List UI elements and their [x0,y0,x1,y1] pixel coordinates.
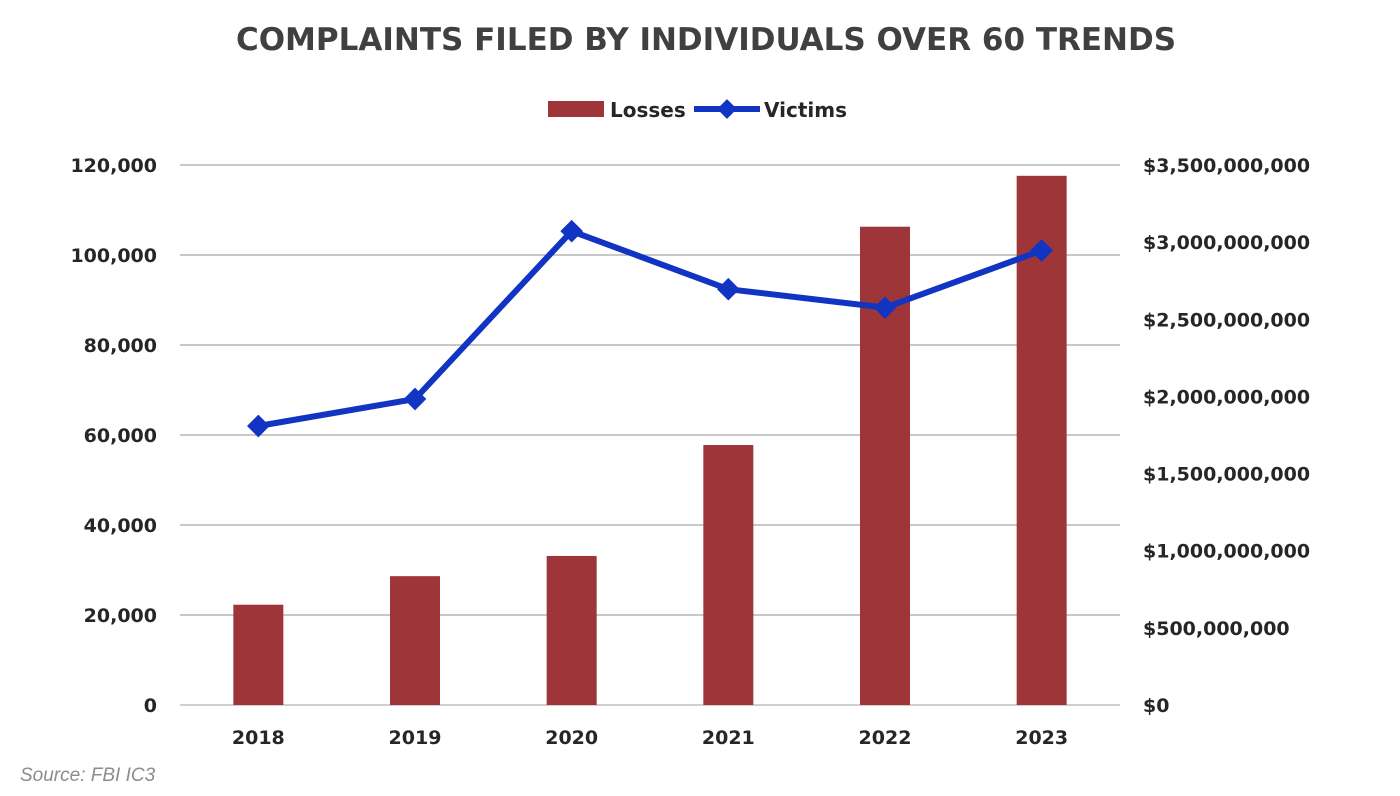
x-axis-tick-label: 2022 [859,727,912,749]
x-axis-ticks: 2018 2019 2020 2021 2022 2023 [232,727,1068,749]
left-axis-tick-label: 40,000 [84,515,157,537]
left-axis-tick-label: 120,000 [70,155,157,177]
bar-losses-2020 [546,555,597,705]
right-axis-ticks: $0 $500,000,000 $1,000,000,000 $1,500,000,0… [1143,155,1310,717]
left-axis-tick-label: 0 [144,695,157,717]
right-axis-tick-label: $3,000,000,000 [1143,232,1310,254]
x-axis-tick-label: 2020 [545,727,598,749]
x-axis-tick-label: 2018 [232,727,285,749]
right-axis-tick-label: $2,500,000,000 [1143,309,1310,331]
x-axis-tick-label: 2019 [389,727,442,749]
left-axis-tick-label: 20,000 [84,605,157,627]
right-axis-tick-label: $1,000,000,000 [1143,541,1310,563]
bar-losses-2018 [233,604,284,705]
x-axis-tick-label: 2021 [702,727,755,749]
left-axis-tick-label: 60,000 [84,425,157,447]
legend-label-victims: Victims [764,98,847,122]
left-axis-tick-label: 80,000 [84,335,157,357]
bar-series-losses [233,175,1067,706]
bar-losses-2021 [703,445,754,705]
point-victims-2018 [247,414,270,438]
legend-label-losses: Losses [610,98,686,122]
right-axis-tick-label: $3,500,000,000 [1143,155,1310,177]
bar-losses-2019 [390,576,440,705]
chart-title: COMPLAINTS FILED BY INDIVIDUALS OVER 60 … [236,22,1176,58]
bar-losses-2023 [1016,175,1067,706]
left-axis-ticks: 0 20,000 40,000 60,000 80,000 100,000 120,000 [70,155,157,717]
source-note: Source: FBI IC3 [20,765,156,786]
legend: Losses Victims [548,98,847,122]
right-axis-tick-label: $2,000,000,000 [1143,386,1310,408]
x-axis-tick-label: 2023 [1015,727,1068,749]
legend-swatch-losses [548,101,604,117]
right-axis-tick-label: $500,000,000 [1143,618,1290,640]
line-series-victims [247,219,1053,438]
right-axis-tick-label: $0 [1143,695,1169,717]
gridlines [180,164,1120,706]
right-axis-tick-label: $1,500,000,000 [1143,464,1310,486]
line-victims [257,228,1043,429]
point-victims-2019 [403,387,427,411]
point-victims-2022 [873,296,897,319]
left-axis-tick-label: 100,000 [70,245,157,267]
legend-marker-victims [717,99,737,119]
point-victims-2021 [717,277,740,301]
